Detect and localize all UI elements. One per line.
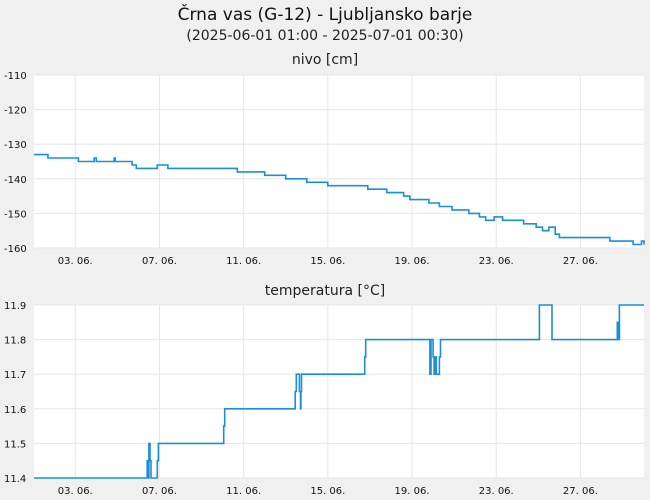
temperature-panel: temperatura [°C] 11.9 11.8 11.7 11.6 11.5 11.… <box>4 283 644 497</box>
temp-y-tick-label: 11.4 <box>4 474 26 485</box>
water-level-panel: nivo [cm] -110 -120 -130 -140 -150 -160 03. 06… <box>4 52 645 267</box>
level-series-line <box>34 153 645 246</box>
level-x-tick-label: 23. 06. <box>479 256 514 267</box>
temp-x-tick-label: 23. 06. <box>479 486 514 497</box>
temp-plot-area <box>34 305 644 478</box>
level-y-tick-label: -110 <box>4 71 27 82</box>
level-plot-area <box>34 75 644 248</box>
temp-y-tick-label: 11.9 <box>4 301 26 312</box>
level-x-tick-label: 03. 06. <box>58 256 93 267</box>
level-x-tick-label: 07. 06. <box>142 256 177 267</box>
temp-y-tick-label: 11.7 <box>4 370 26 381</box>
level-y-tick-label: -130 <box>4 140 27 151</box>
level-y-tick-label: -160 <box>4 244 27 255</box>
temp-y-tick-label: 11.6 <box>4 405 26 416</box>
temp-x-tick-label: 27. 06. <box>563 486 598 497</box>
level-y-tick-label: -150 <box>4 209 27 220</box>
water-level-panel-title: nivo [cm] <box>292 52 358 68</box>
temp-x-tick-label: 19. 06. <box>395 486 430 497</box>
temp-x-tick-label: 11. 06. <box>226 486 261 497</box>
temp-y-tick-label: 11.8 <box>4 336 26 347</box>
level-y-tick-label: -120 <box>4 106 27 117</box>
level-x-tick-label: 11. 06. <box>226 256 261 267</box>
level-x-tick-label: 19. 06. <box>395 256 430 267</box>
chart-subtitle: (2025-06-01 01:00 - 2025-07-01 00:30) <box>186 28 463 44</box>
temp-x-tick-label: 15. 06. <box>310 486 345 497</box>
level-x-tick-label: 15. 06. <box>310 256 345 267</box>
temp-y-tick-label: 11.5 <box>4 439 26 450</box>
temp-x-tick-label: 03. 06. <box>58 486 93 497</box>
level-x-tick-label: 27. 06. <box>563 256 598 267</box>
temperature-panel-title: temperatura [°C] <box>265 283 385 299</box>
temp-series-line <box>34 304 644 479</box>
chart-title: Črna vas (G-12) - Ljubljansko barje <box>178 3 473 25</box>
temp-x-tick-label: 07. 06. <box>142 486 177 497</box>
level-y-tick-label: -140 <box>4 175 27 186</box>
